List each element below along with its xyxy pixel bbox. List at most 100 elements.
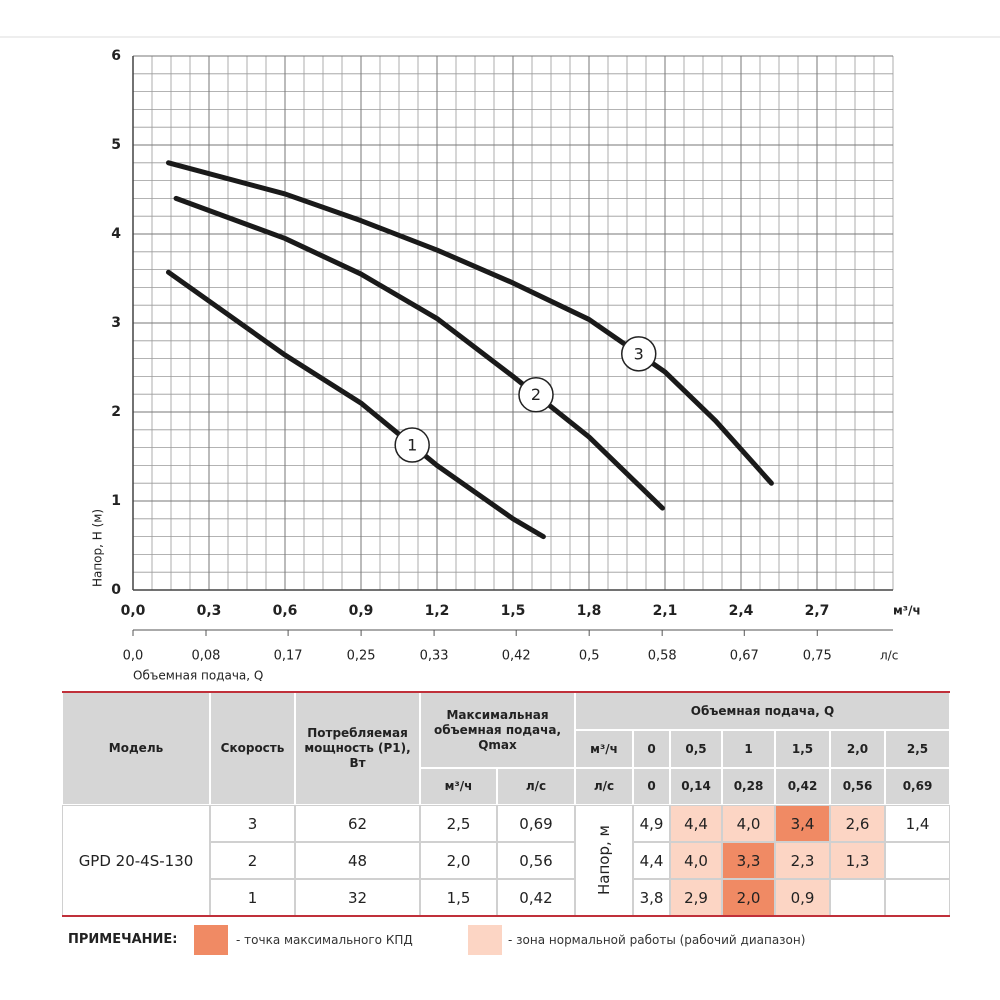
note-title: ПРИМЕЧАНИЕ:	[68, 932, 178, 947]
curve-label: 2	[531, 385, 541, 404]
x2-unit: л/с	[880, 649, 898, 663]
head-cell	[885, 879, 950, 916]
head-label: Напор, м	[575, 805, 633, 916]
header-cell: 2,5	[885, 730, 950, 768]
y-tick-label: 1	[111, 493, 121, 509]
y-tick-label: 3	[111, 315, 121, 331]
header-cell: 0	[633, 768, 670, 805]
head-cell: 1,4	[885, 805, 950, 842]
x-tick-label: 1,5	[501, 603, 526, 619]
x-tick-label: 2,7	[805, 603, 830, 619]
legend-swatch	[468, 925, 502, 955]
x-tick-label: 0,9	[349, 603, 374, 619]
header-cell: 0	[633, 730, 670, 768]
x-tick-label: 2,4	[729, 603, 754, 619]
x2-tick-label: 0,33	[420, 649, 449, 664]
data-cell: 62	[295, 805, 420, 842]
x2-tick-label: 0,67	[730, 649, 759, 664]
curve-label-circle	[621, 336, 657, 372]
x2-tick-label: 0,25	[347, 649, 376, 664]
head-cell: 4,4	[670, 805, 722, 842]
x-tick-label: 0,3	[197, 603, 222, 619]
header-cell: 2,0	[830, 730, 885, 768]
header-cell: 0,28	[722, 768, 775, 805]
x-tick-label: 1,2	[425, 603, 450, 619]
header-cell: 1,5	[775, 730, 830, 768]
y-tick-label: 5	[111, 137, 121, 153]
x-tick-label: 0,0	[121, 603, 146, 619]
x-unit: м³/ч	[893, 604, 921, 618]
head-cell: 2,0	[722, 879, 775, 916]
y-tick-label: 6	[111, 48, 121, 64]
legend-swatch	[194, 925, 228, 955]
head-cell	[885, 842, 950, 879]
data-cell: 0,69	[497, 805, 575, 842]
header-cell: Модель	[62, 692, 210, 805]
data-cell: 1	[210, 879, 295, 916]
x2-tick-label: 0,75	[803, 649, 832, 664]
curve	[165, 269, 546, 540]
data-cell: 1,5	[420, 879, 497, 916]
header-cell: 0,14	[670, 768, 722, 805]
curve-label: 3	[634, 344, 644, 363]
note-max: - точка максимального КПД	[236, 933, 413, 947]
y-tick-label: 0	[111, 582, 121, 598]
header-cell: м³/ч	[575, 730, 633, 768]
header-cell: Скорость	[210, 692, 295, 805]
table-rule	[62, 915, 950, 917]
x2-tick-label: 0,17	[274, 649, 303, 664]
x2-tick-label: 0,42	[502, 649, 531, 664]
header-cell: Потребляемая мощность (Р1), Вт	[295, 692, 420, 805]
head-cell: 2,6	[830, 805, 885, 842]
header-cell: Объемная подача, Q	[575, 692, 950, 730]
y-tick-label: 2	[111, 404, 121, 420]
header-cell: 0,56	[830, 768, 885, 805]
data-cell: 2	[210, 842, 295, 879]
x2-tick-label: 0,0	[123, 649, 144, 664]
head-cell: 3,3	[722, 842, 775, 879]
data-cell: 2,0	[420, 842, 497, 879]
head-cell: 2,9	[670, 879, 722, 916]
data-cell: 32	[295, 879, 420, 916]
note-work: - зона нормальной работы (рабочий диапаз…	[508, 933, 806, 947]
header-cell: л/с	[575, 768, 633, 805]
header-cell: 0,5	[670, 730, 722, 768]
header-cell: л/с	[497, 768, 575, 805]
curve-label-circle	[394, 427, 430, 463]
head-cell: 1,3	[830, 842, 885, 879]
model-cell: GPD 20-4S-130	[62, 805, 210, 916]
curve-label: 1	[407, 436, 417, 455]
head-cell: 0,9	[775, 879, 830, 916]
head-cell: 3,4	[775, 805, 830, 842]
data-cell: 2,5	[420, 805, 497, 842]
curve-label-circle	[518, 376, 554, 413]
x-tick-label: 2,1	[653, 603, 678, 619]
head-cell	[830, 879, 885, 916]
header-cell: 0,42	[775, 768, 830, 805]
data-cell: 48	[295, 842, 420, 879]
header-cell: 1	[722, 730, 775, 768]
table-rule	[62, 691, 950, 693]
curve	[173, 195, 665, 511]
head-cell: 4,4	[633, 842, 670, 879]
header-cell: 0,69	[885, 768, 950, 805]
x2-tick-label: 0,08	[192, 649, 221, 664]
data-cell: 0,42	[497, 879, 575, 916]
x-tick-label: 0,6	[273, 603, 298, 619]
y-axis-title: Напор, Н (м)	[91, 509, 105, 587]
header-cell: Максимальная объемная подача, Qmax	[420, 692, 575, 768]
head-cell: 2,3	[775, 842, 830, 879]
head-cell: 4,0	[722, 805, 775, 842]
x2-tick-label: 0,58	[648, 649, 677, 664]
x-tick-label: 1,8	[577, 603, 602, 619]
header-cell: м³/ч	[420, 768, 497, 805]
data-cell: 0,56	[497, 842, 575, 879]
head-cell: 4,0	[670, 842, 722, 879]
x-axis-title: Объемная подача, Q	[133, 669, 263, 683]
head-cell: 3,8	[633, 879, 670, 916]
y-tick-label: 4	[111, 226, 121, 242]
curve	[165, 160, 774, 486]
x2-tick-label: 0,5	[579, 649, 600, 664]
